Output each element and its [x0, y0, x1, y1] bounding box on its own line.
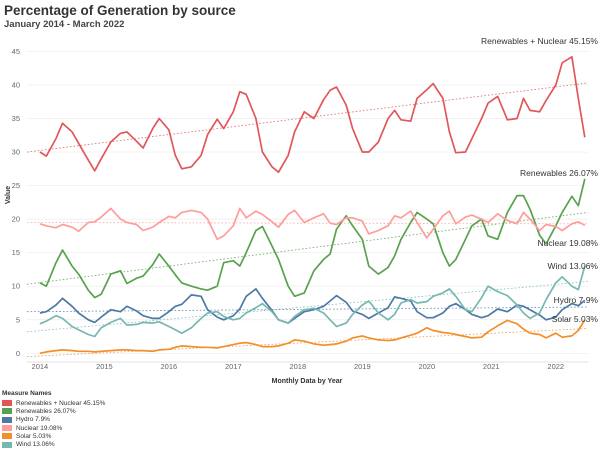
legend-item[interactable]: Renewables + Nuclear 45.15% [2, 399, 105, 407]
legend-swatch [2, 416, 12, 423]
series-line-nuclear[interactable] [39, 207, 586, 241]
line-label-nuclear: Nuclear 19.08% [538, 238, 599, 248]
legend-swatch [2, 441, 12, 448]
legend-swatch [2, 425, 12, 432]
line-label-hydro: Hydro 7.9% [554, 295, 599, 305]
axis-ticks: 0 5 10 15 20 25 30 35 40 45 2014 2015 2016 2017 2018 20… [12, 47, 564, 371]
series-lines [39, 55, 586, 355]
x-tick-label: 2021 [483, 362, 500, 371]
legend-label: Solar 5.03% [16, 432, 52, 440]
y-tick-label: 35 [12, 114, 20, 123]
legend-item[interactable]: Renewables 26.07% [2, 407, 105, 415]
legend-title: Measure Names [2, 390, 52, 397]
legend-label: Hydro 7.9% [16, 416, 50, 424]
legend-items: Renewables + Nuclear 45.15% Renewables 26… [2, 399, 105, 449]
line-labels: Renewables + Nuclear 45.15% Renewables 26… [481, 36, 598, 324]
y-tick-label: 40 [12, 80, 20, 89]
legend-item[interactable]: Hydro 7.9% [2, 416, 105, 424]
gridlines [27, 51, 588, 363]
legend-label: Renewables 26.07% [16, 407, 76, 415]
chart-subtitle: January 2014 - March 2022 [4, 19, 125, 30]
line-label-solar: Solar 5.03% [552, 314, 599, 324]
series-line-wind[interactable] [39, 265, 586, 338]
x-tick-label: 2016 [161, 362, 178, 371]
series-line-ren_nuc[interactable] [39, 55, 586, 174]
trend-line-wind [26, 281, 589, 333]
x-tick-label: 2019 [354, 362, 371, 371]
y-tick-label: 25 [12, 181, 20, 190]
y-tick-label: 10 [12, 282, 20, 291]
line-chart: 0 5 10 15 20 25 30 35 40 45 2014 2015 2016 2017 2018 20… [5, 36, 598, 385]
trend-line-ren_nuc [26, 82, 589, 153]
x-tick-label: 2017 [225, 362, 242, 371]
legend-item[interactable]: Nuclear 19.08% [2, 424, 105, 432]
legend-item[interactable]: Solar 5.03% [2, 432, 105, 440]
series-line-hydro[interactable] [39, 288, 586, 324]
x-tick-label: 2022 [547, 362, 564, 371]
legend-swatch [2, 400, 12, 407]
y-tick-label: 30 [12, 148, 20, 157]
y-tick-label: 45 [12, 47, 20, 56]
y-tick-label: 0 [16, 349, 20, 358]
chart-title: Percentage of Generation by source [4, 3, 236, 18]
x-tick-label: 2014 [32, 362, 49, 371]
line-label-wind: Wind 13.06% [547, 261, 598, 271]
x-tick-label: 2015 [96, 362, 113, 371]
x-tick-label: 2018 [289, 362, 306, 371]
x-axis-label: Monthly Data by Year [272, 378, 343, 385]
y-tick-label: 15 [12, 248, 20, 257]
legend-label: Wind 13.06% [16, 441, 55, 449]
y-tick-label: 20 [12, 215, 20, 224]
legend-label: Renewables + Nuclear 45.15% [16, 399, 106, 407]
legend-label: Nuclear 19.08% [16, 424, 63, 432]
legend: Measure Names Renewables + Nuclear 45.15… [2, 390, 105, 449]
series-line-renewables[interactable] [39, 178, 586, 299]
legend-swatch [2, 408, 12, 415]
line-label-ren_nuc: Renewables + Nuclear 45.15% [481, 36, 598, 46]
y-axis-label: Value [5, 186, 12, 204]
x-tick-label: 2020 [418, 362, 435, 371]
y-tick-label: 5 [16, 315, 20, 324]
legend-item[interactable]: Wind 13.06% [2, 440, 105, 448]
legend-swatch [2, 433, 12, 440]
series-line-solar[interactable] [39, 319, 586, 355]
line-label-renewables: Renewables 26.07% [520, 168, 598, 178]
